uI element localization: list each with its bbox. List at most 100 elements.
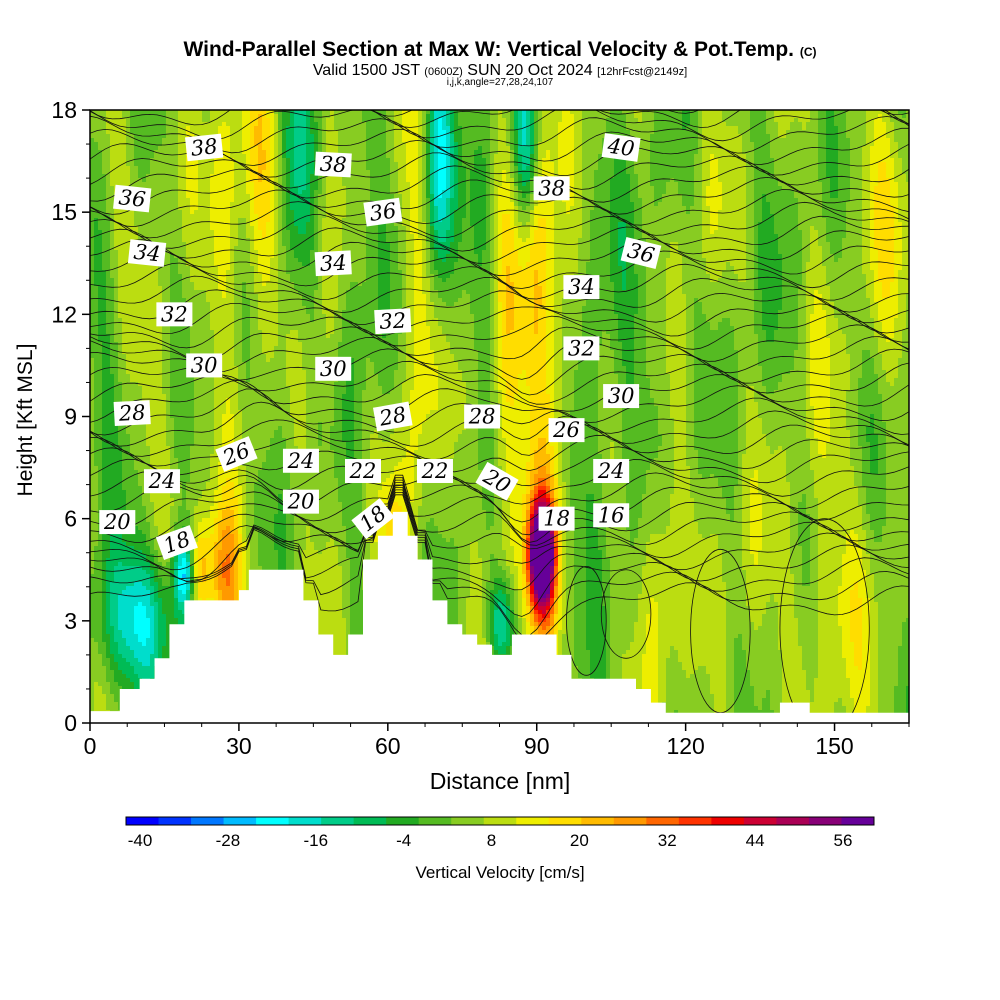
velocity-cell [162,186,167,191]
velocity-cell [226,194,231,199]
velocity-cell [742,126,747,131]
velocity-cell [642,126,647,131]
velocity-cell [466,158,471,163]
velocity-cell [602,198,607,203]
velocity-cell [222,190,227,195]
velocity-cell [618,182,623,187]
velocity-cell [226,202,231,207]
velocity-cell [514,138,519,143]
velocity-cell [730,146,735,151]
velocity-cell [402,110,407,115]
velocity-cell [550,122,555,127]
velocity-cell [602,174,607,179]
velocity-cell [538,202,543,207]
velocity-cell [706,186,711,191]
velocity-cell [290,142,295,147]
velocity-cell [562,166,567,171]
velocity-cell [662,194,667,199]
velocity-cell [634,170,639,175]
velocity-cell [558,118,563,123]
velocity-cell [746,182,751,187]
velocity-cell [114,122,119,127]
velocity-cell [830,166,835,171]
velocity-cell [594,190,599,195]
velocity-cell [406,150,411,155]
velocity-cell [438,186,443,191]
velocity-cell [626,134,631,139]
velocity-cell [306,150,311,155]
velocity-cell [374,146,379,151]
velocity-cell [458,202,463,207]
velocity-cell [850,114,855,119]
velocity-cell [226,130,231,135]
velocity-cell [322,134,327,139]
velocity-cell [306,154,311,159]
velocity-cell [650,138,655,143]
velocity-cell [734,202,739,207]
velocity-cell [742,134,747,139]
velocity-cell [886,170,891,175]
velocity-cell [506,138,511,143]
velocity-cell [154,118,159,123]
velocity-cell [522,142,527,147]
velocity-cell [406,142,411,147]
velocity-cell [602,178,607,183]
velocity-cell [286,146,291,151]
velocity-cell [846,122,851,127]
velocity-cell [254,130,259,135]
velocity-cell [242,118,247,123]
velocity-cell [810,154,815,159]
velocity-cell [406,138,411,143]
velocity-cell [294,154,299,159]
velocity-cell [746,130,751,135]
velocity-cell [438,138,443,143]
velocity-cell [538,110,543,115]
velocity-cell [866,198,871,203]
velocity-cell [530,126,535,131]
velocity-cell [150,178,155,183]
velocity-cell [274,142,279,147]
velocity-cell [378,154,383,159]
velocity-cell [486,114,491,119]
velocity-cell [806,186,811,191]
velocity-cell [802,142,807,147]
velocity-cell [810,198,815,203]
velocity-cell [782,150,787,155]
velocity-cell [730,166,735,171]
velocity-cell [526,198,531,203]
velocity-cell [690,126,695,131]
velocity-cell [754,138,759,143]
velocity-cell [550,170,555,175]
velocity-cell [746,190,751,195]
velocity-cell [254,194,259,199]
velocity-cell [562,122,567,127]
velocity-cell [546,154,551,159]
velocity-cell [902,190,907,195]
velocity-cell [882,130,887,135]
velocity-cell [390,142,395,147]
velocity-cell [814,150,819,155]
velocity-cell [422,182,427,187]
velocity-cell [206,198,211,203]
velocity-cell [538,134,543,139]
velocity-cell [114,130,119,135]
velocity-cell [414,198,419,203]
velocity-cell [786,138,791,143]
velocity-cell [754,134,759,139]
velocity-cell [834,134,839,139]
velocity-cell [126,150,131,155]
velocity-cell [106,118,111,123]
velocity-cell [822,114,827,119]
velocity-cell [350,198,355,203]
velocity-cell [162,118,167,123]
velocity-cell [206,158,211,163]
velocity-cell [754,158,759,163]
velocity-cell [830,126,835,131]
velocity-cell [526,194,531,199]
velocity-cell [662,166,667,171]
velocity-cell [150,186,155,191]
velocity-cell [166,198,171,203]
velocity-cell [782,130,787,135]
velocity-cell [310,190,315,195]
velocity-cell [126,122,131,127]
